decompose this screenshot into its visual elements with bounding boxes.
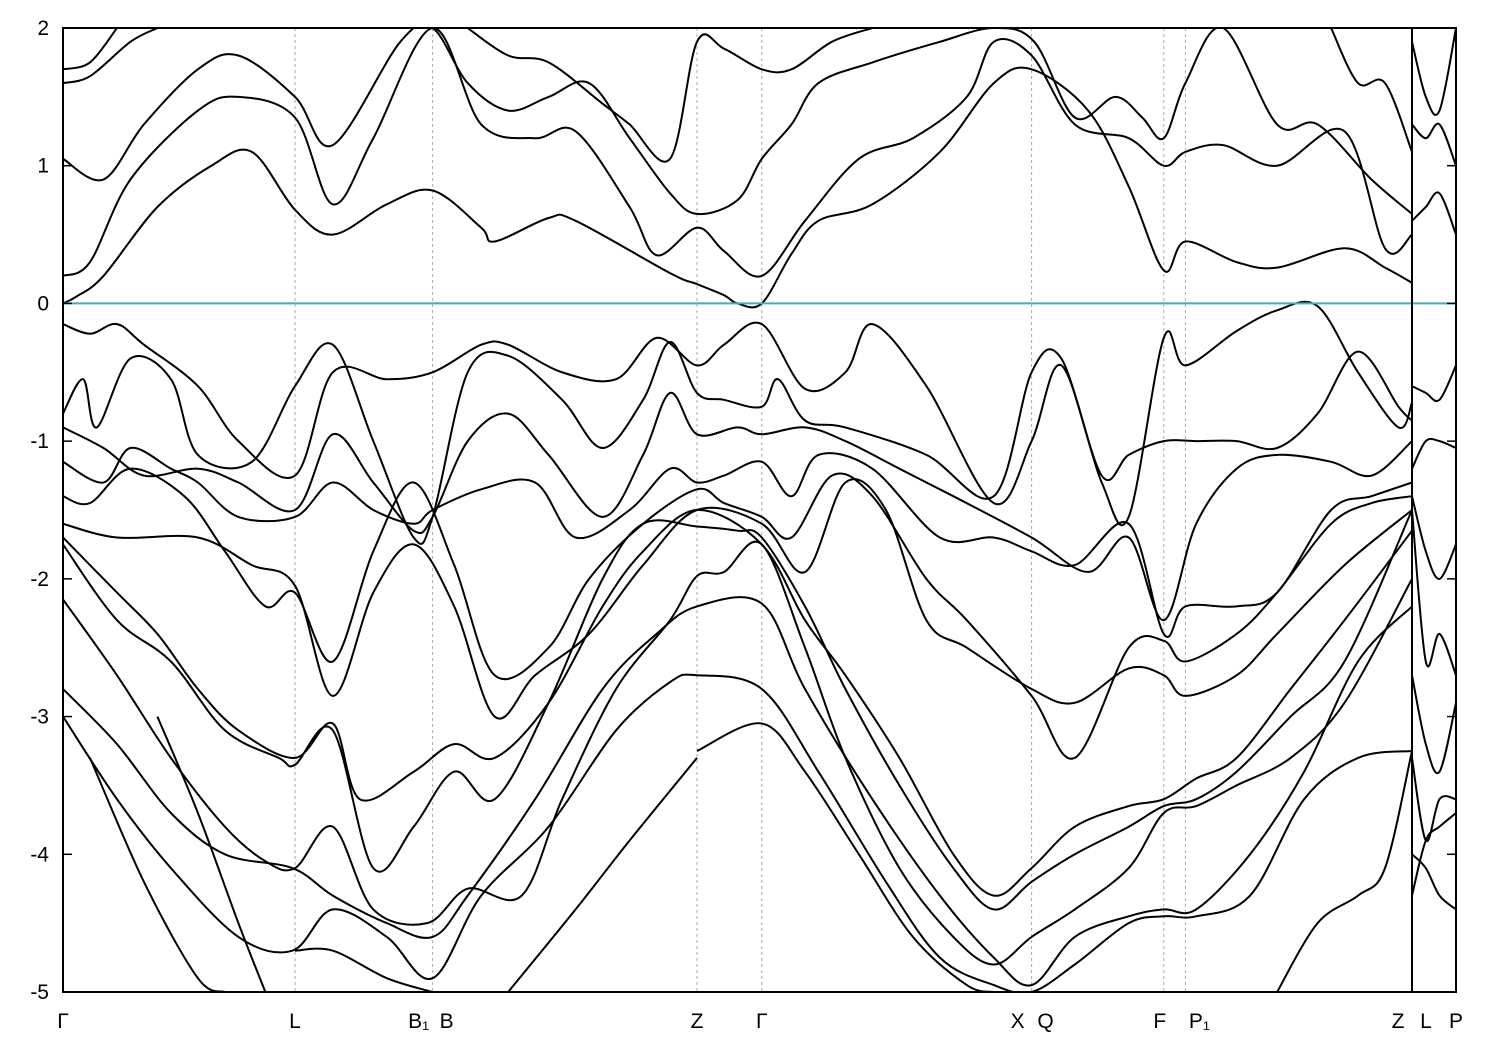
band-line <box>1411 122 1456 167</box>
band-line <box>467 28 873 163</box>
x-tick-label: Γ <box>57 1010 69 1033</box>
band-line <box>63 300 1413 526</box>
band-line <box>63 28 158 85</box>
band-line <box>1411 509 1456 676</box>
x-tick-label: B₁ <box>408 1010 429 1033</box>
x-tick-label: Γ <box>756 1010 768 1033</box>
band-line <box>63 508 1413 897</box>
band-line <box>63 341 1413 545</box>
y-tick-label: -2 <box>30 568 49 591</box>
band-line <box>63 446 1413 638</box>
band-lines <box>63 28 1456 992</box>
band-line <box>63 673 1413 992</box>
band-line <box>1330 28 1413 153</box>
band-line <box>63 28 1413 216</box>
band-line <box>63 28 118 71</box>
band-line <box>1411 812 1456 896</box>
band-line <box>1411 191 1456 235</box>
band-line <box>507 757 698 992</box>
band-line <box>89 757 226 992</box>
band-line <box>1411 675 1456 775</box>
band-line <box>1276 750 1413 992</box>
x-tick-label: P <box>1449 1010 1463 1033</box>
band-line <box>63 28 1413 278</box>
x-tick-label: Z <box>691 1010 704 1033</box>
y-tick-label: 2 <box>37 17 49 40</box>
band-line <box>63 596 1413 987</box>
x-tick-label: B <box>440 1010 454 1033</box>
y-tick-label: 0 <box>37 292 49 315</box>
band-line <box>1411 28 1456 116</box>
y-tick-label: -3 <box>30 706 49 729</box>
band-line <box>1411 495 1456 580</box>
x-tick-label: Z <box>1392 1010 1405 1033</box>
band-line <box>63 478 1413 720</box>
band-line <box>63 540 1413 966</box>
y-tick-label: -4 <box>30 843 49 866</box>
band-line <box>1411 364 1456 402</box>
x-tick-label: L <box>1420 1010 1432 1033</box>
band-line <box>1411 853 1456 911</box>
band-line <box>156 716 267 992</box>
x-tick-label: X <box>1011 1010 1025 1033</box>
band-line <box>696 722 995 992</box>
band-line <box>1411 437 1456 470</box>
band-line <box>63 391 1413 622</box>
y-tick-label: -5 <box>30 981 49 1004</box>
x-tick-label: L <box>289 1010 301 1033</box>
band-line <box>63 467 1413 760</box>
band-line <box>63 66 1413 309</box>
y-tick-label: -1 <box>30 430 49 453</box>
y-axis-ticks: -5 -4 -3 -2 -1 0 1 2 <box>30 17 1456 1004</box>
x-axis-ticks: Γ L B₁ B Z Γ X Q F P₁ Z L P <box>57 1010 1463 1033</box>
plot-frame <box>62 27 1457 993</box>
x-tick-label: P₁ <box>1189 1010 1210 1033</box>
x-tick-label: Q <box>1037 1010 1053 1033</box>
band-line <box>63 509 1413 911</box>
y-tick-label: 1 <box>37 155 49 178</box>
band-line <box>294 947 433 992</box>
x-tick-label: F <box>1153 1010 1166 1033</box>
